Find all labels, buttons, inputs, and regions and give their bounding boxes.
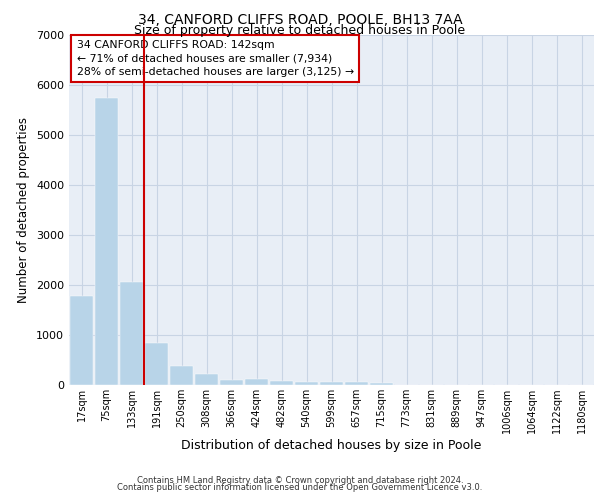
X-axis label: Distribution of detached houses by size in Poole: Distribution of detached houses by size … [181,439,482,452]
Text: 34, CANFORD CLIFFS ROAD, POOLE, BH13 7AA: 34, CANFORD CLIFFS ROAD, POOLE, BH13 7AA [137,12,463,26]
Bar [320,382,343,385]
Bar [70,296,93,385]
Text: 34 CANFORD CLIFFS ROAD: 142sqm
← 71% of detached houses are smaller (7,934)
28% : 34 CANFORD CLIFFS ROAD: 142sqm ← 71% of … [77,40,354,76]
Bar [295,382,318,385]
Bar [95,98,118,385]
Bar [170,366,193,385]
Bar [245,379,268,385]
Text: Contains public sector information licensed under the Open Government Licence v3: Contains public sector information licen… [118,484,482,492]
Bar [195,374,218,385]
Bar [145,343,168,385]
Text: Contains HM Land Registry data © Crown copyright and database right 2024.: Contains HM Land Registry data © Crown c… [137,476,463,485]
Text: Size of property relative to detached houses in Poole: Size of property relative to detached ho… [134,24,466,37]
Bar [270,381,293,385]
Bar [370,382,393,385]
Y-axis label: Number of detached properties: Number of detached properties [17,117,31,303]
Bar [345,382,368,385]
Bar [220,380,243,385]
Bar [120,282,143,385]
